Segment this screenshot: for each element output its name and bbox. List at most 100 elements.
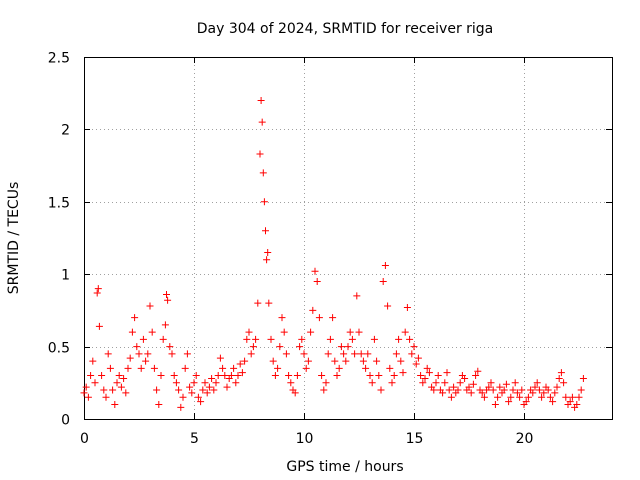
data-point (177, 403, 185, 411)
data-point (183, 350, 191, 358)
data-point (214, 372, 222, 380)
data-point (278, 314, 286, 322)
data-point (335, 364, 343, 372)
data-point (430, 386, 438, 394)
y-tick-label: 0.5 (48, 341, 70, 357)
data-point (560, 379, 568, 387)
data-point (300, 350, 308, 358)
data-point (175, 386, 183, 394)
data-point (518, 386, 526, 394)
data-point (535, 386, 543, 394)
data-point (531, 383, 539, 391)
data-point (480, 393, 488, 401)
data-point (381, 262, 389, 270)
data-point (544, 386, 552, 394)
y-axis-label: SRMTID / TECUs (6, 182, 22, 295)
data-point (546, 393, 554, 401)
data-point (254, 299, 262, 307)
data-point (163, 290, 170, 298)
data-point (293, 372, 301, 380)
data-point (247, 350, 255, 358)
data-point (469, 380, 477, 388)
data-point (496, 383, 504, 391)
data-point (377, 386, 385, 394)
data-point (157, 372, 165, 380)
data-point (150, 364, 158, 372)
data-point (144, 350, 152, 358)
data-point (94, 285, 102, 293)
data-point (216, 354, 224, 362)
data-point (232, 379, 240, 387)
data-point (221, 372, 229, 380)
data-point (264, 248, 272, 256)
chart-title: Day 304 of 2024, SRMTID for receiver rig… (197, 21, 494, 37)
data-point (230, 364, 238, 372)
data-point (507, 393, 515, 401)
x-tick-label: 15 (406, 431, 424, 447)
data-point (454, 386, 462, 394)
data-point (467, 389, 475, 397)
data-point (553, 383, 561, 391)
data-point (401, 328, 409, 336)
x-tick-label: 0 (80, 431, 89, 447)
data-point (80, 389, 88, 397)
data-point (227, 372, 235, 380)
data-point (262, 227, 269, 235)
data-point (472, 372, 480, 380)
data-point (557, 369, 565, 377)
data-point (133, 343, 141, 351)
x-tick-label: 5 (190, 431, 199, 447)
data-point (348, 335, 356, 343)
data-point (513, 389, 521, 397)
data-point (410, 343, 418, 351)
data-point (137, 364, 145, 372)
data-point (179, 393, 187, 401)
data-point (87, 372, 95, 380)
data-point (197, 398, 205, 406)
data-point (236, 360, 244, 368)
y-tick-label: 2 (61, 123, 70, 139)
data-point (95, 322, 103, 330)
data-point (269, 357, 277, 365)
data-point (568, 393, 576, 401)
data-point (364, 350, 372, 358)
data-point (333, 372, 341, 380)
data-point (260, 198, 268, 206)
data-point (304, 357, 312, 365)
data-point (131, 314, 139, 322)
data-point (106, 364, 114, 372)
data-point (164, 296, 172, 304)
data-point (122, 389, 130, 397)
data-point (555, 374, 563, 382)
data-point (186, 383, 194, 391)
data-point (168, 350, 176, 358)
data-point (390, 372, 398, 380)
data-point (258, 118, 266, 126)
data-point (170, 372, 178, 380)
data-point (516, 393, 524, 401)
data-point (399, 369, 407, 377)
data-point (340, 350, 348, 358)
data-point (199, 386, 207, 394)
data-point (362, 364, 370, 372)
data-point (205, 383, 213, 391)
data-point (439, 389, 447, 397)
data-point (346, 328, 354, 336)
data-point (265, 299, 273, 307)
data-point (375, 372, 383, 380)
data-point (252, 335, 260, 343)
data-point (450, 383, 458, 391)
data-point (419, 379, 427, 387)
data-point (485, 383, 493, 391)
data-point (549, 398, 557, 406)
data-point (366, 372, 374, 380)
data-point (500, 386, 508, 394)
data-point (100, 386, 108, 394)
data-point (329, 314, 337, 322)
data-point (370, 335, 378, 343)
data-point (89, 357, 97, 365)
data-point (344, 343, 352, 351)
data-point (489, 386, 497, 394)
data-point (443, 369, 451, 377)
data-point (115, 372, 123, 380)
